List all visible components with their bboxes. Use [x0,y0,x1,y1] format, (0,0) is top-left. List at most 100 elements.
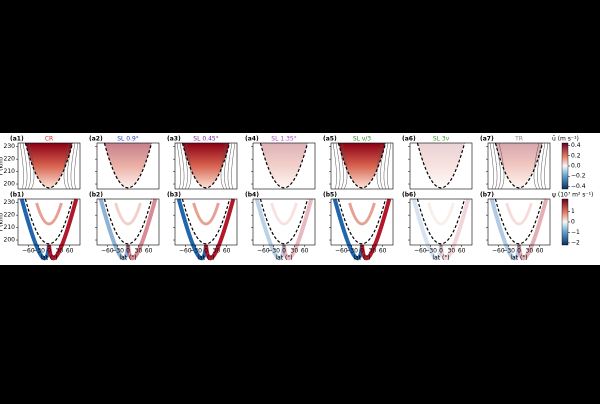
y-tick-label: 230 [4,199,16,206]
psi-positive [126,198,158,261]
x-tick-label: −30 [424,248,437,255]
contour [492,142,498,190]
x-axis-label: lat (°) [510,255,527,262]
critical-line [494,142,544,189]
contour [332,142,337,190]
panel: −60−30 0 30 60 lat (°) (b6) [402,192,473,262]
psi-negative [254,198,286,261]
psi-inner [114,202,142,226]
x-tick-label: 30 [526,248,534,255]
contour [179,142,185,190]
colorbar-label: ū (m s⁻¹) [552,136,579,143]
colorbar-tick-label: 0.4 [571,142,581,149]
contour [380,142,386,190]
x-tick-label: 0 [360,248,364,255]
contour [74,142,79,190]
x-tick-label: −60 [179,248,192,255]
contour [335,142,341,190]
psi-inner [427,202,455,226]
y-tick-label: 210 [4,168,16,175]
contour [224,142,230,190]
panel-frame [409,142,473,190]
contour [537,142,543,190]
panel: 200 210 220 230(a1) CR r (km) [0,136,81,190]
psi-inner [35,202,63,226]
panel-frame [487,142,551,190]
contour [533,142,540,190]
contour [22,142,28,190]
colorbar-tick-label: 0 [571,219,575,226]
panel-frame [330,142,394,190]
y-tick-label: 210 [4,224,16,231]
x-tick-label: 60 [458,248,466,255]
y-axis-label: r (km) [0,213,5,231]
panel-frame [174,142,238,190]
x-tick-label: 0 [439,248,443,255]
psi-inner [505,202,533,226]
psi-positive [282,198,314,261]
x-tick-label: 0 [47,248,51,255]
psi-negative [489,198,521,261]
x-tick-label: −30 [189,248,202,255]
psi-inner [348,202,376,226]
x-tick-label: 30 [369,248,377,255]
panel: (a7) TR [480,136,551,190]
panel: −60−30 0 30 60 lat (°) (b2) [89,192,160,262]
x-tick-label: 30 [135,248,143,255]
panel-label: (b2) [89,192,103,199]
x-tick-label: 60 [145,248,153,255]
panel-title: SL 0.9° [117,136,139,143]
x-tick-label: −60 [22,248,35,255]
panel-label: (b3) [167,192,181,199]
panel-label: (b1) [10,192,24,199]
panel-background [488,199,550,245]
contour [19,142,24,190]
critical-line [24,198,74,245]
contour [540,142,546,190]
panel-label: (a7) [480,136,494,143]
panel-label: (a6) [402,136,416,143]
x-axis-label: lat (°) [197,255,214,262]
x-tick-label: 60 [536,248,544,255]
x-tick-label: 30 [448,248,456,255]
critical-line [337,142,387,189]
panel-label: (b5) [323,192,337,199]
y-tick-label: 200 [4,237,16,244]
colorbar-tick-label: 0.2 [571,152,581,159]
colorbar-tick-label: 1 [571,208,575,215]
critical-line [416,198,466,245]
contour [67,142,73,190]
colorbar-tick-label: −0.4 [571,183,586,190]
colorbar-tick-label: −1 [571,229,580,236]
panel-frame [252,142,316,190]
x-tick-label: −30 [111,248,124,255]
x-axis-label: lat (°) [119,255,136,262]
psi-positive [47,198,79,261]
psi-positive [204,198,236,261]
x-tick-label: −30 [32,248,45,255]
contour [376,142,383,190]
contour [383,142,389,190]
panel-label: (a3) [167,136,181,143]
contour [63,142,70,190]
panel-label: (b4) [245,192,259,199]
contour [227,142,233,190]
panel-title: CR [45,136,53,143]
panel-label: (a5) [323,136,337,143]
x-tick-label: −60 [492,248,505,255]
x-tick-label: 60 [379,248,387,255]
panel-title: SL 3ν [433,136,450,143]
contour [28,142,35,190]
panel-label: (a2) [89,136,103,143]
critical-line [24,142,74,189]
x-tick-label: 60 [66,248,74,255]
panel-background [410,199,472,245]
contour [220,142,227,190]
panel-frame [96,142,160,190]
panel: (a6) SL 3ν [402,136,473,190]
contour [489,142,494,190]
x-tick-label: 60 [301,248,309,255]
critical-line [337,198,387,245]
